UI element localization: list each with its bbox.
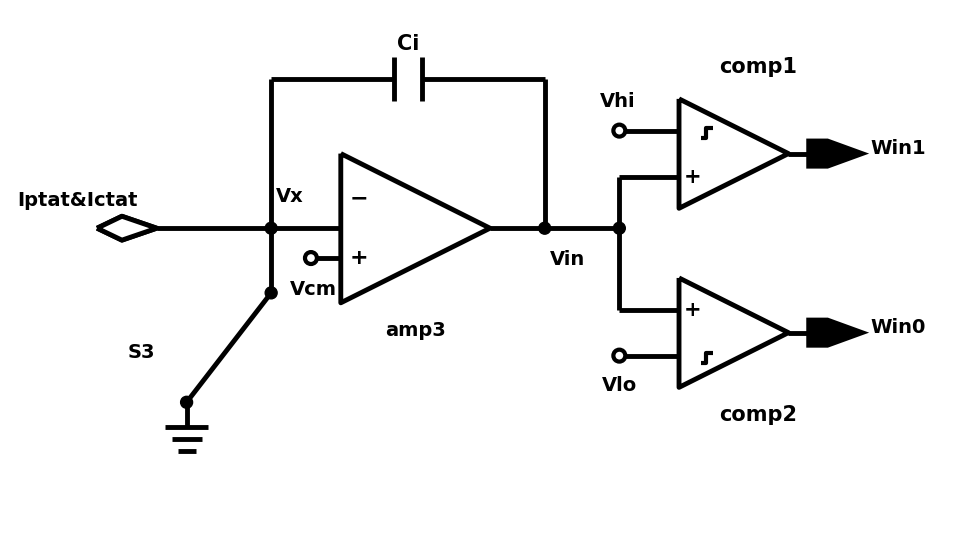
Text: +: + <box>349 248 367 268</box>
Circle shape <box>180 397 193 408</box>
Circle shape <box>612 350 625 361</box>
Text: Vhi: Vhi <box>599 92 635 111</box>
Polygon shape <box>807 320 862 345</box>
Circle shape <box>612 125 625 136</box>
Text: Vx: Vx <box>276 187 303 206</box>
Text: −: − <box>349 188 367 208</box>
Text: Win1: Win1 <box>869 139 924 158</box>
Circle shape <box>265 222 277 234</box>
Text: amp3: amp3 <box>385 321 446 340</box>
Text: Iptat&Ictat: Iptat&Ictat <box>16 191 138 210</box>
Text: comp1: comp1 <box>719 57 797 77</box>
Polygon shape <box>97 216 157 240</box>
Text: Vin: Vin <box>549 250 584 269</box>
Text: +: + <box>683 167 701 187</box>
Circle shape <box>538 222 550 234</box>
Text: Win0: Win0 <box>869 318 924 337</box>
Polygon shape <box>807 141 862 166</box>
Text: Vcm: Vcm <box>289 280 336 299</box>
Circle shape <box>612 222 625 234</box>
Circle shape <box>265 287 277 299</box>
Text: +: + <box>683 300 701 320</box>
Text: S3: S3 <box>128 343 155 362</box>
Text: comp2: comp2 <box>719 405 797 425</box>
Circle shape <box>304 252 317 264</box>
Text: Vlo: Vlo <box>601 376 637 394</box>
Text: Ci: Ci <box>396 34 419 54</box>
